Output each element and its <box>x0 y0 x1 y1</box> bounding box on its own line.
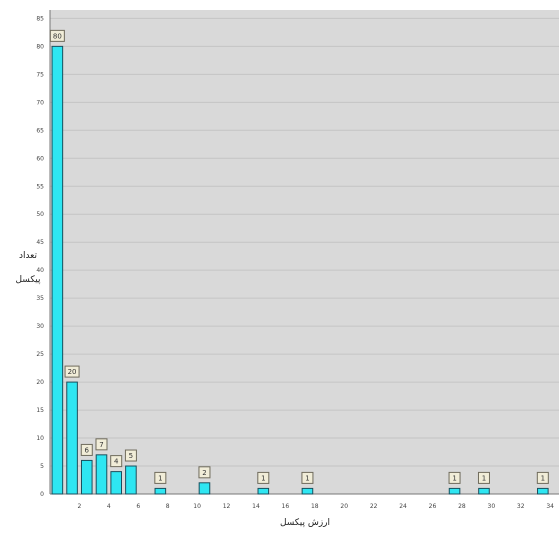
y-tick-label: 0 <box>40 491 44 498</box>
y-tick-label: 40 <box>36 267 44 274</box>
y-tick-label: 50 <box>36 211 44 218</box>
data-label: 80 <box>53 32 62 40</box>
data-label-box <box>198 466 211 479</box>
y-tick-label: 85 <box>36 15 44 22</box>
y-tick-label: 70 <box>36 99 44 106</box>
x-tick-label: 20 <box>340 503 348 510</box>
y-tick-label: 80 <box>36 43 44 50</box>
data-label: 20 <box>68 368 77 376</box>
data-label: 1 <box>305 474 309 482</box>
bar <box>125 465 137 495</box>
x-tick-label: 32 <box>517 503 525 510</box>
x-tick-label: 28 <box>458 503 466 510</box>
y-tick-label: 65 <box>36 127 44 134</box>
y-tick-label: 10 <box>36 435 44 442</box>
data-label-box <box>301 471 314 484</box>
data-labels: 80 20 6 7 4 5 1 2 1 1 1 1 1 <box>49 29 549 484</box>
x-tick-label: 16 <box>282 503 290 510</box>
bar <box>154 487 167 495</box>
x-tick-label: 4 <box>107 503 111 510</box>
data-label-box <box>536 471 549 484</box>
x-tick-label: 8 <box>166 503 170 510</box>
bar <box>301 487 314 495</box>
data-label-box <box>80 443 93 456</box>
bar <box>537 487 549 495</box>
x-axis-ticks: 2 4 6 8 10 12 14 16 18 20 22 24 26 28 30 32 34 <box>78 503 555 510</box>
y-tick-label: 60 <box>36 155 44 162</box>
x-tick-label: 10 <box>193 503 201 510</box>
y-tick-label: 25 <box>36 351 44 358</box>
data-label: 5 <box>129 452 133 460</box>
bar <box>95 454 108 495</box>
data-label-box <box>477 471 490 484</box>
y-tick-label: 75 <box>36 71 44 78</box>
data-label: 1 <box>452 474 456 482</box>
x-tick-label: 18 <box>311 503 319 510</box>
bar <box>198 482 211 495</box>
bar <box>448 487 461 495</box>
y-axis-label-line-2: پیکسل <box>15 275 41 285</box>
plot-area <box>50 10 559 494</box>
y-tick-label: 15 <box>36 407 44 414</box>
data-label: 7 <box>99 441 103 449</box>
bar <box>257 487 270 495</box>
data-label-box <box>64 365 80 378</box>
x-axis-label: ارزش پیکسل <box>280 518 330 528</box>
x-tick-label: 34 <box>546 503 554 510</box>
bar <box>110 471 122 495</box>
x-tick-label: 2 <box>78 503 82 510</box>
y-tick-label: 45 <box>36 239 44 246</box>
data-label: 2 <box>202 469 206 477</box>
y-tick-label: 55 <box>36 183 44 190</box>
data-label-box <box>124 449 137 462</box>
data-label-box <box>154 471 167 484</box>
y-axis-label-line-1: تعداد <box>19 251 38 261</box>
x-tick-label: 6 <box>136 503 140 510</box>
data-label-box <box>110 455 123 468</box>
bar <box>66 381 78 495</box>
data-label: 1 <box>158 474 162 482</box>
data-label-box <box>95 438 108 451</box>
x-tick-label: 14 <box>252 503 260 510</box>
x-tick-label: 12 <box>223 503 231 510</box>
y-tick-label: 20 <box>36 379 44 386</box>
x-tick-label: 26 <box>429 503 437 510</box>
y-tick-label: 35 <box>36 295 44 302</box>
y-tick-label: 5 <box>40 463 44 470</box>
data-label-box <box>49 29 65 42</box>
data-label-box <box>257 471 270 484</box>
x-tick-label: 24 <box>399 503 407 510</box>
grid-lines <box>50 17 559 467</box>
data-label: 6 <box>85 446 90 454</box>
x-tick-label: 22 <box>370 503 378 510</box>
x-tick-label: 30 <box>488 503 496 510</box>
y-axis-ticks: 0 5 10 15 20 25 30 35 40 45 50 55 60 65 70 75 80 85 <box>36 15 44 498</box>
data-label: 1 <box>261 474 265 482</box>
bar <box>478 487 490 495</box>
data-label-box <box>448 471 461 484</box>
bar <box>51 45 64 495</box>
data-label: 4 <box>114 458 119 466</box>
y-tick-label: 30 <box>36 323 44 330</box>
data-label: 1 <box>541 474 545 482</box>
bar <box>80 459 93 495</box>
bar-series <box>51 45 549 495</box>
data-label: 1 <box>482 474 486 482</box>
